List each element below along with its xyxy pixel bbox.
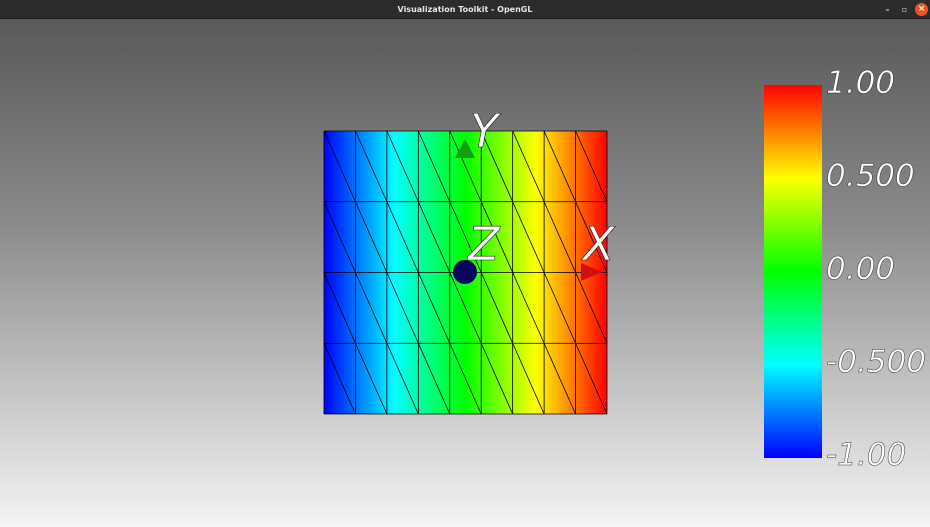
render-viewport[interactable]: Y Z X 1.00 0.500 0.00 -0.500 -1.00	[0, 19, 930, 527]
mesh-diagonal-edge	[543, 272, 576, 344]
mesh-diagonal-edge	[512, 343, 545, 415]
mesh-diagonal-edge	[417, 343, 451, 415]
mesh-diagonal-edge	[512, 201, 545, 273]
scalar-bar-label-neg-0-5: -0.500	[826, 344, 926, 380]
axes-actor: Y Z X	[453, 104, 616, 284]
mesh-edges	[323, 130, 608, 415]
mesh-diagonal-edge	[323, 272, 356, 344]
z-axis-sphere	[453, 260, 477, 284]
mesh-diagonal-edge	[386, 130, 419, 202]
mesh-diagonal-edge	[355, 130, 388, 202]
minimize-button[interactable]: –	[885, 5, 890, 14]
scalar-bar-label-neg-1: -1.00	[826, 437, 906, 473]
render-scene[interactable]: Y Z X 1.00 0.500 0.00 -0.500 -1.00	[0, 19, 930, 527]
mesh-diagonal-edge	[323, 201, 356, 273]
mesh-diagonal-edge	[323, 130, 356, 202]
mesh-surface[interactable]	[323, 130, 608, 415]
x-axis-label: X	[581, 217, 616, 271]
scalar-bar-label-1: 1.00	[826, 65, 895, 101]
mesh-diagonal-edge	[575, 272, 608, 344]
z-axis-label: Z	[466, 217, 501, 271]
mesh-diagonal-edge	[575, 130, 608, 202]
mesh-diagonal-edge	[480, 343, 514, 415]
mesh-diagonal-edge	[480, 272, 514, 344]
scalar-bar[interactable]: 1.00 0.500 0.00 -0.500 -1.00	[764, 65, 926, 473]
scalar-bar-label-0-5: 0.500	[826, 158, 915, 194]
mesh-diagonal-edge	[449, 130, 482, 202]
mesh-diagonal-edge	[575, 343, 608, 415]
mesh-diagonal-edge	[543, 343, 576, 415]
mesh-diagonal-edge	[386, 343, 419, 415]
mesh-diagonal-edge	[512, 272, 545, 344]
y-axis-cone	[455, 139, 475, 158]
mesh-diagonal-edge	[512, 130, 545, 202]
scalar-bar-label-0: 0.00	[826, 251, 895, 287]
mesh-diagonal-edge	[355, 343, 388, 415]
mesh-diagonal-edge	[417, 272, 451, 344]
mesh-diagonal-edge	[480, 201, 514, 273]
mesh-diagonal-edge	[543, 130, 576, 202]
mesh-diagonal-edge	[449, 201, 482, 273]
mesh-diagonal-edge	[449, 272, 482, 344]
scalar-bar-gradient	[764, 85, 822, 458]
mesh-diagonal-edge	[575, 201, 608, 273]
mesh-diagonal-edge	[386, 272, 419, 344]
x-axis-cone	[581, 263, 602, 281]
mesh-diagonal-edge	[386, 201, 419, 273]
mesh-diagonal-edge	[543, 201, 576, 273]
mesh-diagonal-edge	[355, 201, 388, 273]
mesh-diagonal-edge	[355, 272, 388, 344]
mesh-diagonal-edge	[323, 343, 356, 415]
title-bar[interactable]: Visualization Toolkit - OpenGL – ▫ ×	[0, 0, 930, 19]
mesh-diagonal-edge	[480, 130, 514, 202]
maximize-button[interactable]: ▫	[901, 5, 908, 14]
y-axis-label: Y	[470, 104, 502, 158]
mesh-diagonal-edge	[417, 201, 451, 273]
close-button[interactable]: ×	[915, 3, 928, 16]
window-title: Visualization Toolkit - OpenGL	[397, 5, 533, 14]
mesh-diagonal-edge	[417, 130, 451, 202]
mesh-diagonal-edge	[449, 343, 482, 415]
